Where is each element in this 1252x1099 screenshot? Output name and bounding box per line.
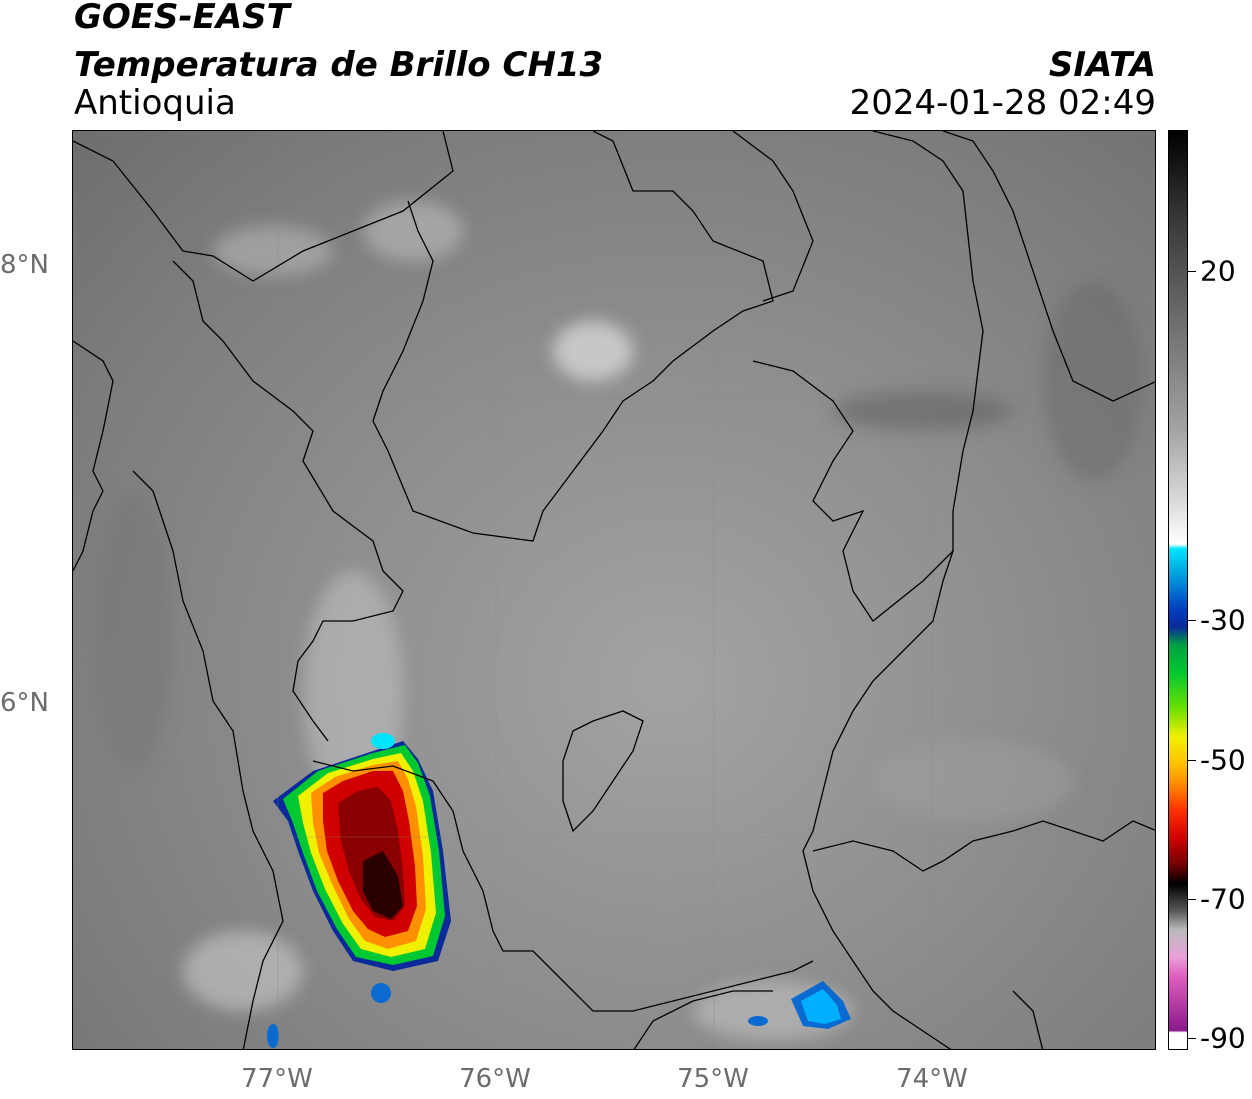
lon-label-75w: 75°W	[677, 1064, 749, 1094]
colorbar-tick-mark-m50	[1188, 760, 1196, 761]
lon-label-76w: 76°W	[459, 1064, 531, 1094]
colorbar-label-m70: -70	[1200, 882, 1246, 916]
lon-label-74w: 74°W	[896, 1064, 968, 1094]
colorbar-label-m90: -90	[1200, 1021, 1246, 1055]
colorbar-tick-mark-20	[1188, 271, 1196, 272]
colorbar	[1168, 130, 1188, 1050]
product-title: Temperatura de Brillo CH13	[74, 45, 604, 85]
map-graphics	[73, 131, 1155, 1049]
storm-cell	[267, 733, 851, 1048]
cloud-texture	[93, 201, 1143, 1041]
lat-label-6n: 6°N	[0, 688, 49, 718]
lat-label-8n: 8°N	[0, 250, 49, 280]
colorbar-tick-mark-m30	[1188, 620, 1196, 621]
colorbar-tick-mark-m70	[1188, 899, 1196, 900]
colorbar-label-m50: -50	[1200, 743, 1246, 777]
lon-label-77w: 77°W	[241, 1064, 313, 1094]
colorbar-label-m30: -30	[1200, 603, 1246, 637]
satellite-map[interactable]	[72, 130, 1156, 1050]
organization-label: SIATA	[1048, 45, 1156, 85]
colorbar-label-20: 20	[1200, 254, 1236, 288]
satellite-title: GOES-EAST	[74, 0, 290, 37]
datetime-label: 2024-01-28 02:49	[849, 83, 1156, 123]
region-label: Antioquia	[74, 83, 236, 123]
colorbar-tick-mark-m90	[1188, 1038, 1196, 1039]
political-borders	[73, 131, 1155, 1049]
